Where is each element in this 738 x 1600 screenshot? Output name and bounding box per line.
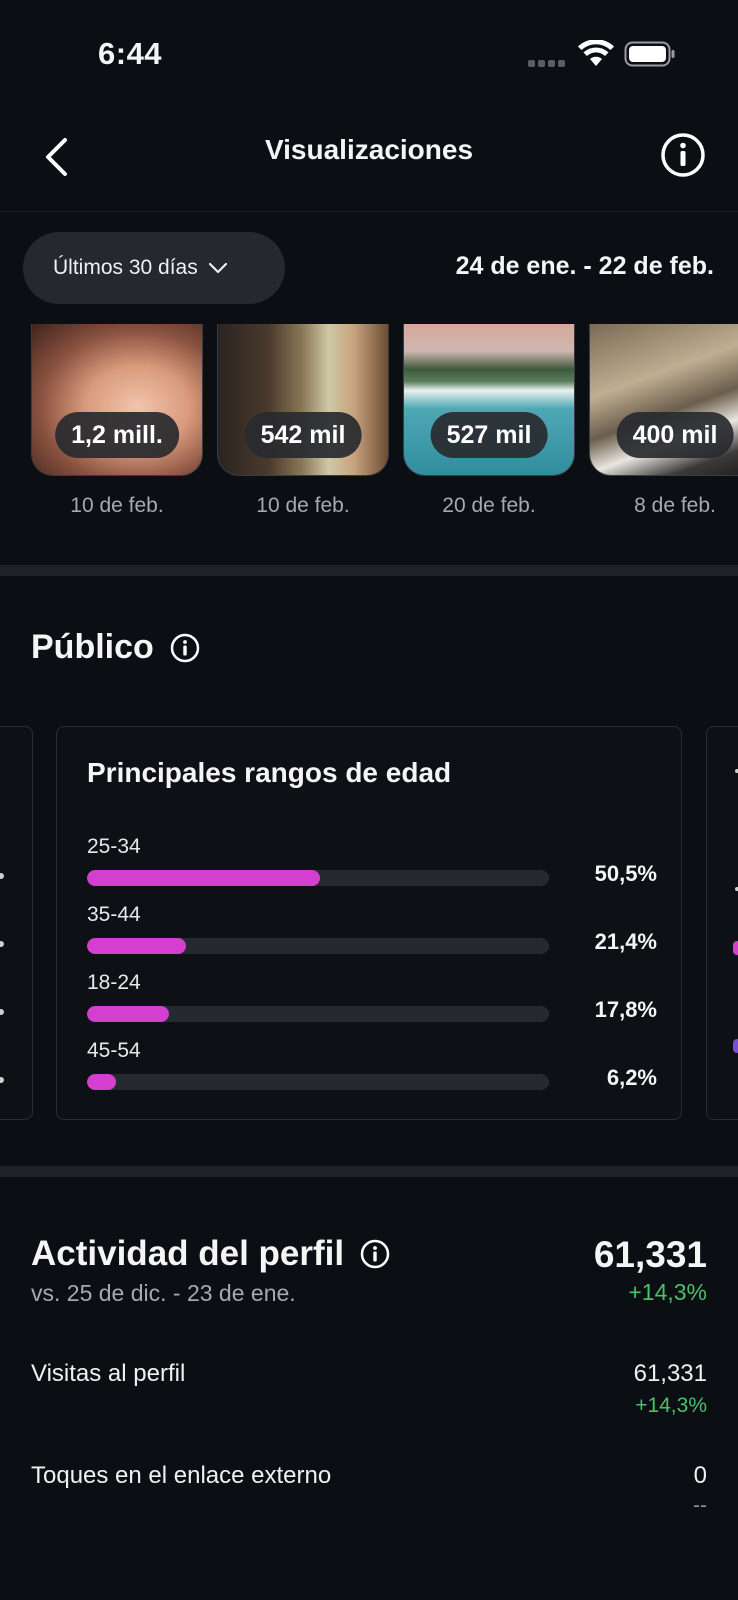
age-row: 45-54 6,2%	[87, 1039, 657, 1095]
age-bar-fill	[87, 870, 321, 886]
content-date: 10 de feb.	[70, 494, 164, 517]
info-icon[interactable]	[660, 132, 706, 178]
age-card-title: Principales rangos de edad	[87, 757, 452, 788]
card-edge-mark	[733, 1039, 738, 1053]
age-bar-track	[87, 938, 549, 954]
audience-title: Público	[31, 628, 154, 666]
audience-card-next[interactable]	[706, 726, 738, 1120]
activity-total-change: +14,3%	[628, 1279, 707, 1305]
status-time: 6:44	[98, 36, 163, 71]
metric-value: 61,331	[633, 1360, 707, 1387]
metric-change: +14,3%	[635, 1394, 707, 1417]
section-divider	[0, 565, 738, 576]
audience-card-previous[interactable]	[0, 726, 33, 1120]
views-badge: 400 mil	[616, 412, 734, 458]
status-bar: 6:44	[0, 0, 738, 108]
age-bar-track	[87, 1074, 549, 1090]
date-filter-row: Últimos 30 días 24 de ene. - 22 de feb.	[0, 212, 738, 324]
age-percent: 21,4%	[594, 929, 657, 954]
page-title: Visualizaciones	[264, 134, 474, 165]
period-dropdown[interactable]: Últimos 30 días	[23, 232, 285, 304]
card-edge-mark	[0, 941, 4, 947]
card-edge-mark	[0, 873, 4, 879]
content-date: 8 de feb.	[634, 494, 716, 517]
card-edge-mark	[735, 887, 738, 891]
top-app-bar: Visualizaciones	[0, 108, 738, 212]
age-percent: 6,2%	[606, 1065, 657, 1090]
age-label: 35-44	[87, 903, 141, 926]
metric-value: 0	[693, 1462, 707, 1489]
cellular-signal-icon	[528, 60, 566, 68]
age-bar-track	[87, 1006, 549, 1022]
age-ranges-card: Principales rangos de edad 25-34 50,5% 3…	[56, 726, 682, 1120]
age-bar-fill	[87, 1074, 116, 1090]
metric-label: Visitas al perfil	[31, 1360, 186, 1387]
metric-change: --	[693, 1494, 707, 1517]
card-edge-mark	[735, 769, 738, 773]
age-percent: 17,8%	[594, 997, 657, 1022]
content-thumbnail[interactable]: 1,2 mill.	[31, 324, 203, 476]
content-thumbnail[interactable]: 542 mil	[217, 324, 389, 476]
age-label: 25-34	[87, 835, 141, 858]
metric-label: Toques en el enlace externo	[31, 1462, 332, 1489]
period-label: Últimos 30 días	[53, 256, 198, 279]
content-date: 20 de feb.	[442, 494, 536, 517]
content-date: 10 de feb.	[256, 494, 350, 517]
chevron-left-icon	[46, 138, 67, 176]
age-row: 18-24 17,8%	[87, 971, 657, 1027]
age-label: 45-54	[87, 1039, 141, 1062]
activity-title: Actividad del perfil	[31, 1234, 345, 1273]
age-bar-fill	[87, 1006, 170, 1022]
profile-activity-title: Actividad del perfil	[31, 1234, 390, 1274]
info-icon[interactable]	[170, 633, 200, 663]
comparison-period: vs. 25 de dic. - 23 de ene.	[31, 1280, 296, 1306]
age-row: 25-34 50,5%	[87, 835, 657, 891]
age-bar-track	[87, 870, 549, 886]
date-range: 24 de ene. - 22 de feb.	[455, 252, 714, 280]
wifi-icon	[578, 40, 614, 66]
age-percent: 50,5%	[594, 861, 657, 886]
audience-section-title: Público	[31, 628, 200, 667]
views-badge: 1,2 mill.	[55, 412, 179, 458]
content-thumbnail[interactable]: 400 mil	[589, 324, 738, 476]
back-button[interactable]	[34, 130, 78, 184]
age-row: 35-44 21,4%	[87, 903, 657, 959]
content-thumbnail[interactable]: 527 mil	[403, 324, 575, 476]
section-divider	[0, 1166, 738, 1177]
card-edge-mark	[0, 1009, 4, 1015]
card-edge-mark	[733, 941, 738, 955]
views-badge: 542 mil	[244, 412, 362, 458]
activity-total: 61,331	[593, 1234, 707, 1275]
top-content-carousel: 1,2 mill. 10 de feb. 542 mil 10 de feb. …	[0, 324, 738, 554]
views-badge: 527 mil	[430, 412, 548, 458]
card-edge-mark	[0, 1077, 4, 1083]
battery-icon	[624, 41, 675, 67]
age-bar-fill	[87, 938, 186, 954]
info-icon[interactable]	[360, 1239, 390, 1269]
age-label: 18-24	[87, 971, 141, 994]
chevron-down-icon	[208, 262, 227, 274]
